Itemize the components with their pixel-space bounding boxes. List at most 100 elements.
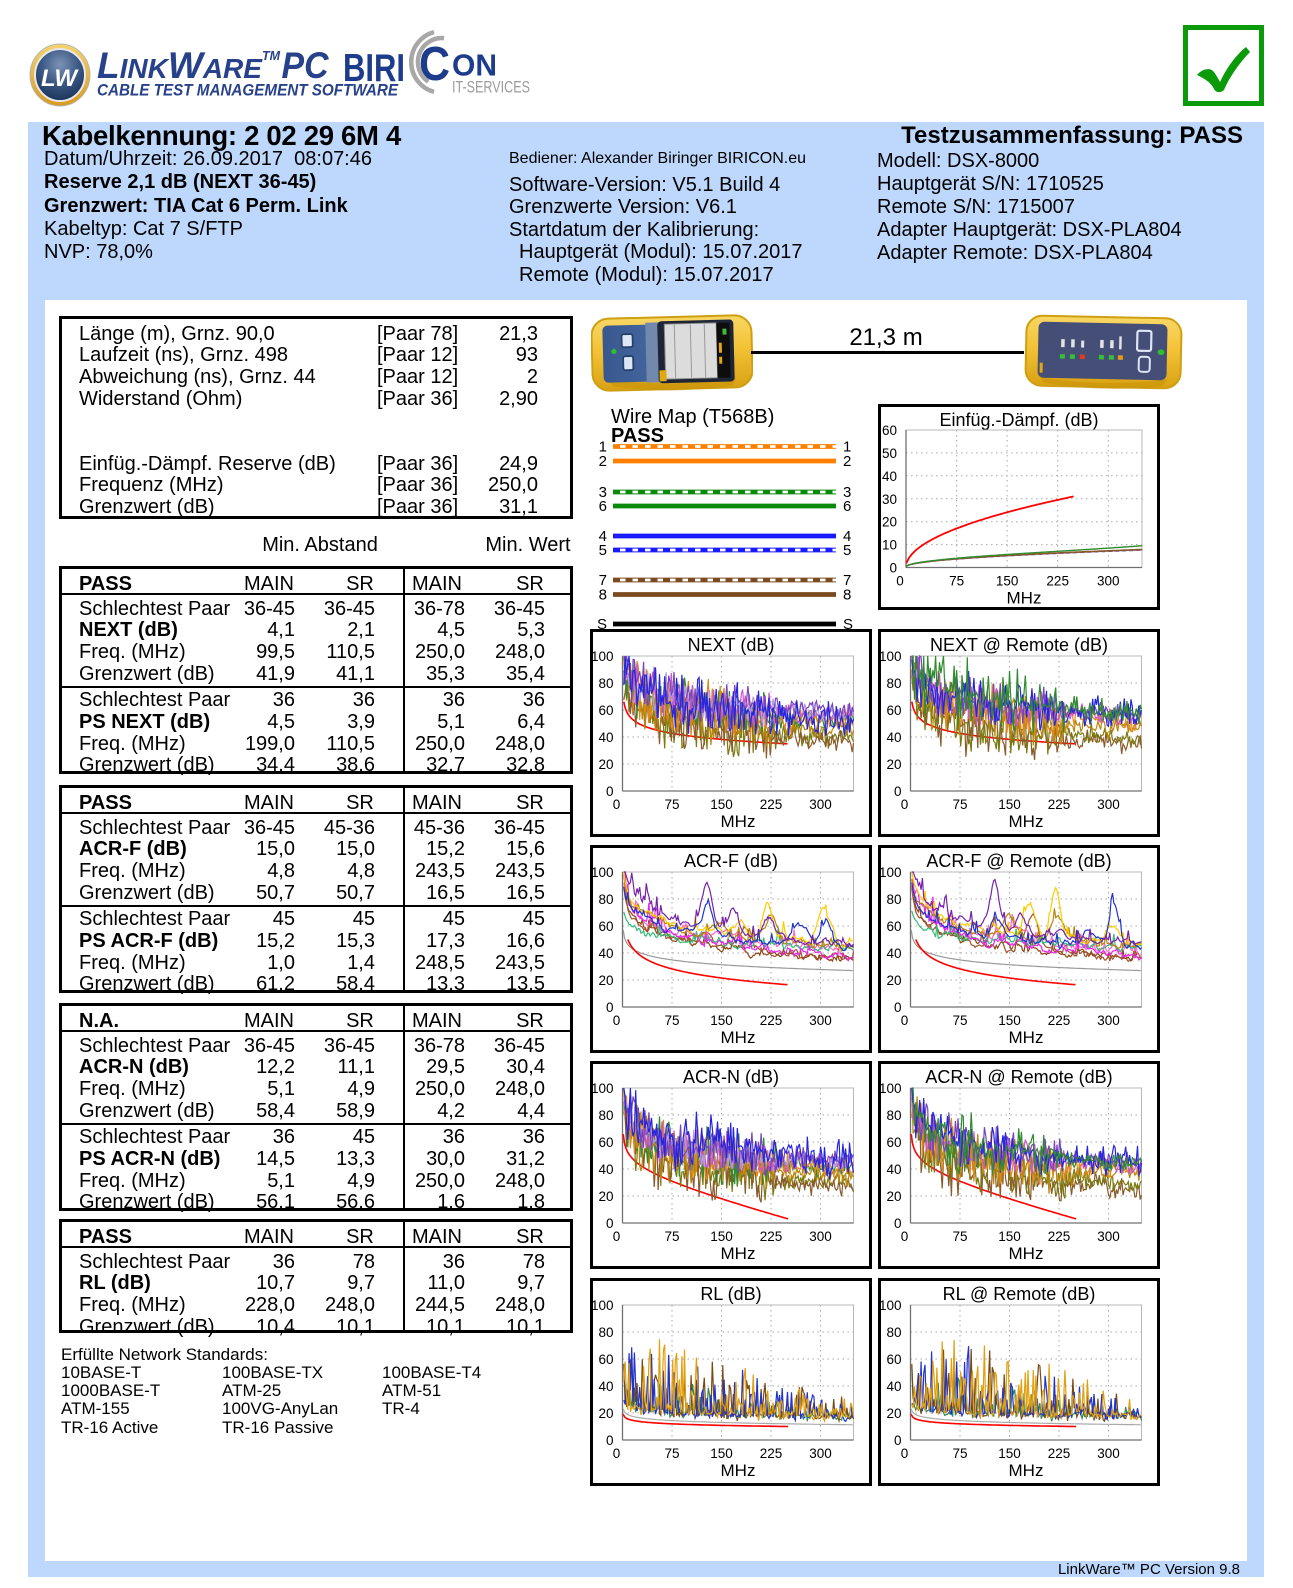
svg-text:75: 75 [664,1013,679,1028]
svg-text:80: 80 [886,892,901,907]
svg-text:MHz: MHz [1009,1244,1044,1263]
svg-text:60: 60 [598,703,613,718]
svg-text:300: 300 [1097,574,1120,589]
svg-text:0: 0 [894,1216,902,1231]
svg-text:0: 0 [901,1229,909,1244]
svg-text:MHz: MHz [721,1028,756,1047]
svg-text:150: 150 [710,1013,733,1028]
svg-text:ACR-F (dB): ACR-F (dB) [684,851,778,871]
svg-text:150: 150 [998,1446,1021,1461]
svg-text:80: 80 [886,676,901,691]
svg-text:MHz: MHz [721,812,756,831]
svg-text:300: 300 [809,1229,832,1244]
svg-text:ACR-F @ Remote (dB): ACR-F @ Remote (dB) [926,851,1111,871]
svg-text:300: 300 [1097,1013,1120,1028]
svg-text:ACR-N @ Remote (dB): ACR-N @ Remote (dB) [925,1067,1112,1087]
svg-text:100: 100 [879,1081,902,1096]
svg-text:0: 0 [606,1216,614,1231]
svg-text:40: 40 [598,730,613,745]
svg-text:20: 20 [882,515,897,530]
svg-text:0: 0 [894,1433,902,1448]
svg-text:BIRI: BIRI [343,47,405,90]
svg-text:3: 3 [599,484,607,501]
svg-text:75: 75 [952,797,967,812]
svg-text:0: 0 [901,797,909,812]
svg-text:RL @ Remote (dB): RL @ Remote (dB) [943,1284,1096,1304]
svg-text:40: 40 [598,1162,613,1177]
svg-text:80: 80 [598,892,613,907]
svg-text:80: 80 [886,1325,901,1340]
svg-text:0: 0 [901,1446,909,1461]
svg-text:225: 225 [760,797,783,812]
svg-text:6: 6 [843,498,851,515]
svg-text:150: 150 [710,797,733,812]
svg-text:75: 75 [952,1446,967,1461]
svg-text:Einfüg.-Dämpf. (dB): Einfüg.-Dämpf. (dB) [939,410,1098,430]
svg-text:0: 0 [613,797,621,812]
svg-text:80: 80 [598,1325,613,1340]
svg-text:60: 60 [598,1135,613,1150]
svg-text:MHz: MHz [721,1461,756,1480]
svg-text:20: 20 [886,1189,901,1204]
svg-text:0: 0 [894,1000,902,1015]
svg-text:0: 0 [896,574,904,589]
svg-text:50: 50 [882,446,897,461]
svg-text:MHz: MHz [1009,1028,1044,1047]
svg-text:80: 80 [886,1108,901,1123]
svg-text:NEXT @ Remote (dB): NEXT @ Remote (dB) [930,635,1108,655]
svg-text:60: 60 [882,423,897,438]
svg-text:60: 60 [598,1352,613,1367]
svg-text:300: 300 [809,797,832,812]
svg-text:40: 40 [882,469,897,484]
svg-text:CABLE TEST MANAGEMENT SOFTWARE: CABLE TEST MANAGEMENT SOFTWARE [97,82,399,100]
svg-text:20: 20 [598,1189,613,1204]
svg-text:100: 100 [591,649,614,664]
svg-text:MHz: MHz [1007,589,1042,608]
svg-text:300: 300 [809,1446,832,1461]
svg-text:PC: PC [282,45,330,86]
svg-text:TM: TM [262,49,281,63]
svg-text:75: 75 [949,574,964,589]
svg-text:0: 0 [606,1433,614,1448]
svg-text:3: 3 [843,484,851,501]
svg-text:20: 20 [598,1406,613,1421]
svg-text:NEXT (dB): NEXT (dB) [688,635,775,655]
svg-text:40: 40 [886,1162,901,1177]
svg-text:150: 150 [710,1229,733,1244]
svg-text:LINKWARE: LINKWARE [97,45,263,86]
svg-text:75: 75 [664,1446,679,1461]
svg-text:0: 0 [901,1013,909,1028]
svg-text:ON: ON [452,49,497,83]
svg-text:300: 300 [1097,1446,1120,1461]
svg-text:40: 40 [598,1379,613,1394]
svg-text:225: 225 [1046,574,1069,589]
svg-text:0: 0 [606,1000,614,1015]
svg-text:60: 60 [598,919,613,934]
svg-text:20: 20 [598,973,613,988]
svg-text:40: 40 [886,1379,901,1394]
svg-text:75: 75 [952,1229,967,1244]
svg-text:MHz: MHz [721,1244,756,1263]
svg-text:S: S [597,616,607,633]
svg-text:75: 75 [664,1229,679,1244]
svg-text:100: 100 [591,1298,614,1313]
svg-text:80: 80 [598,1108,613,1123]
svg-text:4: 4 [599,528,607,545]
svg-text:150: 150 [996,574,1019,589]
svg-text:40: 40 [598,946,613,961]
svg-text:60: 60 [886,1135,901,1150]
svg-text:150: 150 [710,1446,733,1461]
svg-text:2: 2 [599,453,607,470]
svg-text:0: 0 [613,1446,621,1461]
svg-text:0: 0 [613,1229,621,1244]
svg-text:80: 80 [598,676,613,691]
svg-text:225: 225 [1048,1446,1071,1461]
svg-text:S: S [843,616,853,633]
svg-text:8: 8 [843,587,851,604]
svg-text:IT-SERVICES: IT-SERVICES [452,79,530,97]
svg-text:10: 10 [882,538,897,553]
svg-text:150: 150 [998,797,1021,812]
svg-text:300: 300 [1097,1229,1120,1244]
svg-text:20: 20 [886,757,901,772]
svg-text:5: 5 [843,542,851,559]
